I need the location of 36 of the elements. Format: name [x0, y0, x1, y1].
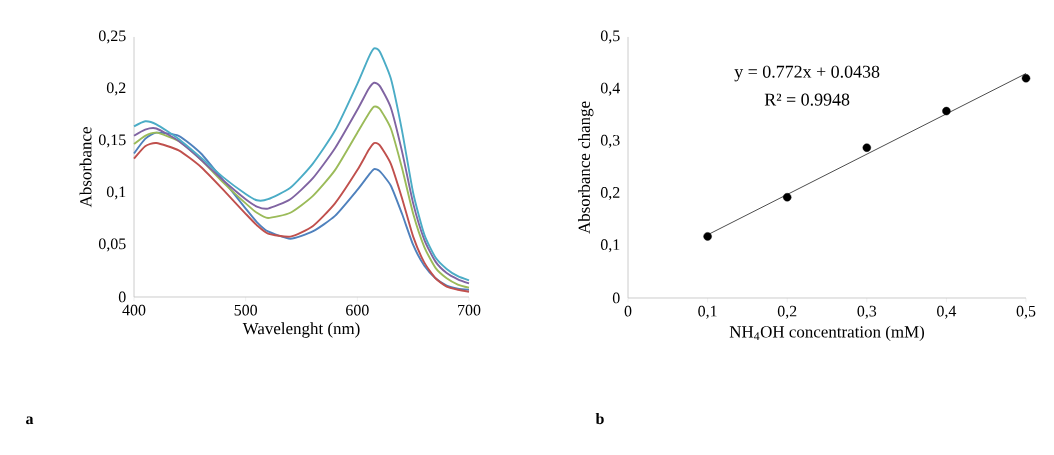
point — [703, 232, 712, 241]
x-tick-label: 700 — [458, 304, 481, 316]
annotation: R² = 0.9948 — [764, 93, 850, 106]
y-tick-label: 0,05 — [98, 238, 126, 252]
y-axis-title: Absorbance change — [578, 101, 594, 234]
text: a — [26, 416, 34, 425]
x-tick-label: 400 — [122, 304, 146, 316]
y-tick-label: 0,15 — [98, 134, 126, 148]
x-tick-label: 600 — [346, 304, 369, 316]
x-tick-label: 0,3 — [857, 305, 877, 319]
y-tick-label: 0,2 — [106, 82, 126, 96]
x-axis-title: Wavelenght (nm) — [242, 322, 360, 338]
x-tick-label: 0,4 — [937, 305, 957, 319]
x-tick-label: 0,5 — [1016, 305, 1036, 319]
point — [862, 143, 872, 152]
point — [783, 193, 792, 202]
x-tick-label: 0 — [624, 305, 632, 317]
line-series — [133, 47, 470, 282]
annotation: y = 0.772x + 0.0438 — [734, 65, 880, 82]
x-axis-title: NH$_{4}$OH concentration (mM) — [729, 325, 925, 342]
y-tick-label: 0 — [612, 292, 620, 304]
x-tick-label: 0,1 — [698, 305, 717, 319]
y-tick-label: 0,5 — [600, 30, 620, 44]
point — [1021, 74, 1031, 83]
y-tick-label: 0,4 — [600, 82, 620, 96]
y-tick-label: 0,25 — [98, 30, 126, 44]
y-tick-label: 0,3 — [600, 134, 620, 148]
y-tick-label: 0 — [118, 291, 126, 303]
text: b — [595, 412, 604, 425]
y-tick-label: 0,1 — [106, 186, 126, 200]
y-tick-label: 0,1 — [600, 239, 620, 253]
x-tick-label: 500 — [234, 304, 258, 316]
y-axis-title: Absorbance — [79, 127, 92, 208]
point — [942, 106, 951, 116]
x-tick-label: 0,2 — [777, 305, 797, 319]
y-tick-label: 0,2 — [600, 187, 620, 201]
